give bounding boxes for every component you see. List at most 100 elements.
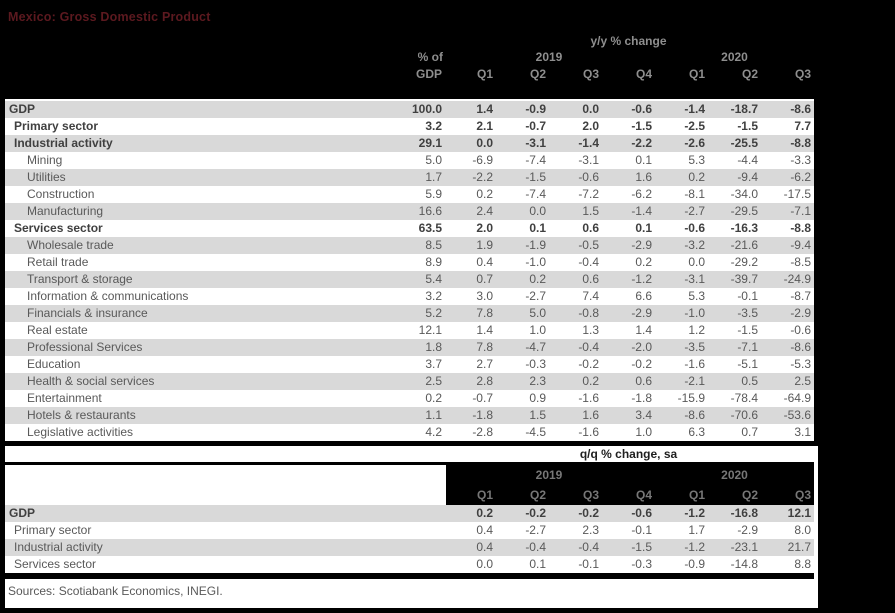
quarter-value: -9.4 <box>737 170 758 184</box>
pct-gdp-value: 100.0 <box>411 102 442 116</box>
quarter-value: 1.4 <box>476 323 493 337</box>
quarter-value: 1.5 <box>582 204 599 218</box>
table-row: Retail trade 8.9 0.4 -1.0 -0.4 0.2 0.0 -29.2 -8.… <box>5 254 814 271</box>
table-row: Construction 5.9 0.2 -7.4 -7.2 -6.2 -8.1 -34.0 -… <box>5 186 814 203</box>
quarter-value: 1.3 <box>582 323 599 337</box>
quarter-header: Q1 <box>688 488 705 502</box>
quarter-value: 0.1 <box>635 221 652 235</box>
spacer <box>408 485 443 505</box>
row-label: Retail trade <box>27 255 89 269</box>
row-label: Entertainment <box>27 391 102 405</box>
row-label: Information & communications <box>27 289 189 303</box>
quarter-value: -0.8 <box>578 306 599 320</box>
quarter-value: -1.2 <box>684 540 705 554</box>
quarter-value: 0.2 <box>635 255 652 269</box>
quarter-value: -2.9 <box>790 306 811 320</box>
quarter-value: -8.8 <box>790 221 811 235</box>
quarter-value: 1.0 <box>529 323 546 337</box>
row-label: Construction <box>27 187 95 201</box>
quarter-value: -18.7 <box>730 102 758 116</box>
table-row: Industrial activity 0.4 -0.4 -0.4 -1.5 -1.2 -2… <box>5 539 814 556</box>
row-label: GDP <box>9 102 36 116</box>
quarter-value: -1.5 <box>737 323 758 337</box>
quarter-value: 0.1 <box>529 557 546 571</box>
quarter-value: 2.7 <box>476 357 493 371</box>
pct-gdp-value: 63.5 <box>418 221 442 235</box>
quarter-value: -2.7 <box>525 523 546 537</box>
quarter-value: -8.6 <box>790 340 811 354</box>
quarter-value: 0.7 <box>476 272 493 286</box>
quarter-value: -5.3 <box>790 357 811 371</box>
spacer <box>408 539 443 556</box>
quarter-value: -4.5 <box>525 425 546 439</box>
quarter-value: -2.9 <box>631 238 652 252</box>
quarter-value: -0.6 <box>631 102 652 116</box>
quarter-value: -0.6 <box>684 221 705 235</box>
divider <box>5 573 814 579</box>
quarter-value: 0.4 <box>476 523 493 537</box>
table-row: Manufacturing 16.6 2.4 0.0 1.5 -1.4 -2.7 -29.5 -… <box>5 203 814 220</box>
quarter-header: Q1 <box>688 67 705 81</box>
quarter-value: -4.7 <box>525 340 546 354</box>
quarter-value: -0.6 <box>631 506 652 520</box>
quarter-value: -0.2 <box>578 357 599 371</box>
quarter-value: -9.4 <box>790 238 811 252</box>
row-label: Health & social services <box>27 374 155 388</box>
quarter-value: -8.1 <box>684 187 705 201</box>
quarter-value: -16.8 <box>730 506 758 520</box>
spacer <box>408 522 443 539</box>
quarter-value: -3.1 <box>525 136 546 150</box>
spacer <box>5 465 443 485</box>
quarter-value: -3.5 <box>737 306 758 320</box>
table-row: Hotels & restaurants 1.1 -1.8 1.5 1.6 3.4 -8.6… <box>5 407 814 424</box>
quarter-value: 21.7 <box>787 540 811 554</box>
row-label: Primary sector <box>14 523 92 537</box>
quarter-value: -64.9 <box>783 391 811 405</box>
pct-gdp-value: 5.2 <box>425 306 442 320</box>
quarter-value: 2.5 <box>794 374 811 388</box>
quarter-value: -0.1 <box>737 289 758 303</box>
quarter-value: 2.4 <box>476 204 493 218</box>
quarter-value: -7.4 <box>525 153 546 167</box>
pct-gdp-header-line2: GDP <box>415 67 442 81</box>
quarter-value: -1.5 <box>631 119 652 133</box>
quarter-header: Q1 <box>476 67 493 81</box>
quarter-value: -0.4 <box>578 540 599 554</box>
quarter-value: 2.3 <box>582 523 599 537</box>
quarter-value: 0.0 <box>476 136 493 150</box>
yy-section-title: y/y % change <box>590 34 667 48</box>
footer-band: Sources: Scotiabank Economics, INEGI. <box>5 579 814 608</box>
row-label: Mining <box>27 153 63 167</box>
quarter-header: Q2 <box>529 67 546 81</box>
pct-gdp-value: 16.6 <box>418 204 442 218</box>
quarter-value: -0.1 <box>631 523 652 537</box>
quarter-value: 12.1 <box>787 506 811 520</box>
table-row: Industrial activity 29.1 0.0 -3.1 -1.4 -2.2 -2… <box>5 135 814 152</box>
table-row: Primary sector 3.2 2.1 -0.7 2.0 -1.5 -2.5 -1.5 7… <box>5 118 814 135</box>
quarter-value: -1.4 <box>631 204 652 218</box>
quarter-value: 2.0 <box>476 221 493 235</box>
quarter-value: 0.7 <box>741 425 758 439</box>
row-label: Real estate <box>27 323 88 337</box>
pct-gdp-value: 3.2 <box>425 289 442 303</box>
quarter-value: -1.0 <box>525 255 546 269</box>
quarter-value: -1.2 <box>684 506 705 520</box>
quarter-header: Q2 <box>741 67 758 81</box>
quarter-value: 3.0 <box>476 289 493 303</box>
quarter-header: Q4 <box>635 67 652 81</box>
quarter-value: -8.5 <box>790 255 811 269</box>
table-row: Services sector 63.5 2.0 0.1 0.6 0.1 -0.6 -16.3… <box>5 220 814 237</box>
quarter-value: -1.6 <box>578 425 599 439</box>
pct-gdp-value: 8.9 <box>425 255 442 269</box>
row-label: Hotels & restaurants <box>27 408 136 422</box>
table-row: GDP 0.2 -0.2 -0.2 -0.6 -1.2 -16.8 12.1 <box>5 505 814 522</box>
row-label: GDP <box>9 506 36 520</box>
spacer <box>408 556 443 573</box>
pct-gdp-header-line1: % of <box>417 50 443 64</box>
quarter-value: -0.7 <box>525 119 546 133</box>
table-row: Transport & storage 5.4 0.7 0.2 0.6 -1.2 -3.1 -… <box>5 271 814 288</box>
yy-change-table: y/y % change % of 2019 2020 GDP Q1 Q2 Q3… <box>5 33 814 441</box>
quarter-value: -0.7 <box>472 391 493 405</box>
quarter-value: 5.0 <box>529 306 546 320</box>
table-row: GDP 100.0 1.4 -0.9 0.0 -0.6 -1.4 -18.7 -8.6 <box>5 101 814 118</box>
